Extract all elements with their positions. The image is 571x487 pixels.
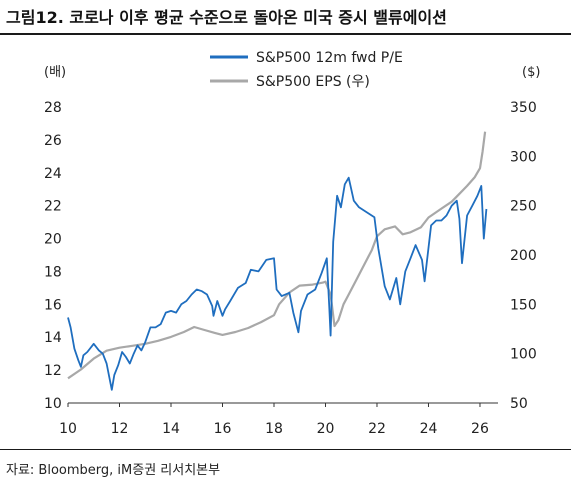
left-tick-label: 12 [44,363,62,379]
source-note: 자료: Bloomberg, iM증권 리서치본부 [6,463,221,478]
x-tick-label: 24 [420,421,438,437]
right-tick-label: 100 [510,347,537,363]
left-tick-label: 24 [44,166,62,182]
series-line-eps [67,131,487,380]
chart-legend: S&P500 12m fwd P/E S&P500 EPS (우) [210,50,403,90]
x-tick-label: 16 [214,421,232,437]
left-tick-label: 10 [44,396,62,412]
right-tick-label: 350 [510,100,537,116]
left-tick-label: 26 [44,133,62,149]
right-tick-label: 150 [510,297,537,313]
x-tick-label: 10 [59,421,77,437]
left-tick-label: 28 [44,100,62,116]
x-tick-label: 26 [471,421,489,437]
left-tick-label: 14 [44,330,62,346]
series-line-pe [67,176,488,391]
x-tick-label: 14 [162,421,180,437]
chart-axes: 10 12 14 16 18 20 22 24 26 10 12 14 16 18 20 22 24 26 28 50… [44,100,537,437]
x-tick-label: 18 [265,421,283,437]
x-tick-label: 20 [317,421,335,437]
x-tick-label: 12 [111,421,129,437]
chart-title: 그림12. 코로나 이후 평균 수준으로 돌아온 미국 증시 밸류에이션 [6,8,447,27]
right-tick-label: 50 [510,396,528,412]
legend-label: S&P500 EPS (우) [256,74,370,90]
left-tick-label: 18 [44,264,62,280]
left-tick-label: 22 [44,199,62,215]
right-axis-unit: ($) [522,65,540,80]
right-tick-label: 250 [510,199,537,215]
x-tick-label: 22 [368,421,386,437]
left-tick-label: 20 [44,232,62,248]
left-tick-label: 16 [44,297,62,313]
right-tick-label: 200 [510,248,537,264]
top-rule [0,33,571,35]
legend-label: S&P500 12m fwd P/E [256,50,403,66]
chart-series [67,131,488,391]
right-tick-label: 300 [510,149,537,165]
left-axis-unit: (배) [44,65,66,80]
bottom-rule [0,449,571,450]
